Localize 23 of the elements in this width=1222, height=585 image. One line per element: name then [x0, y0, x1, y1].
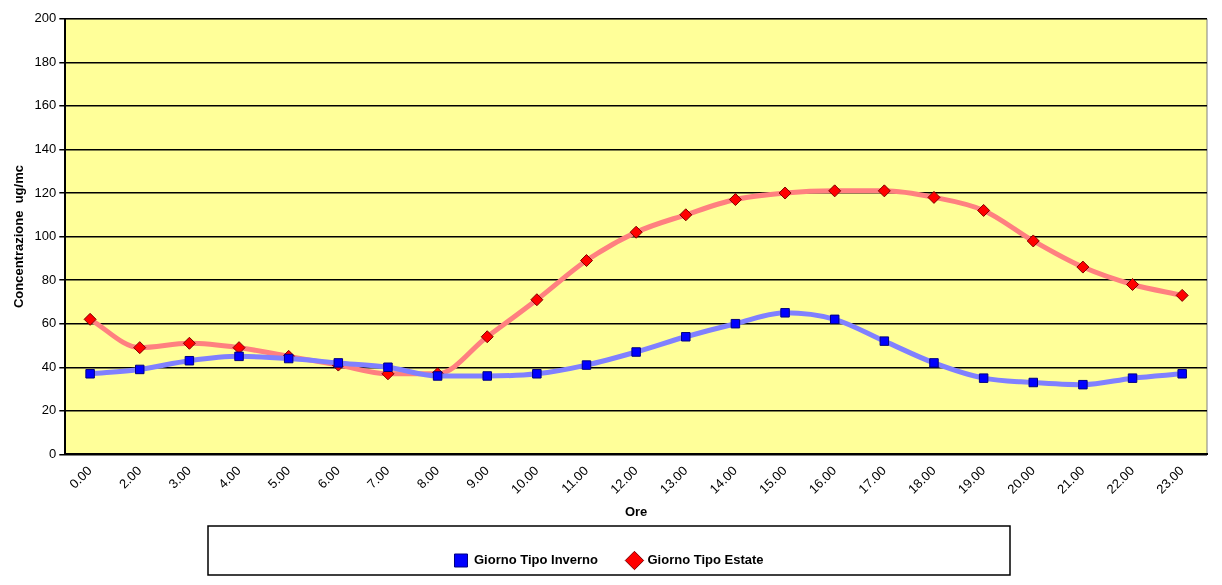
- y-tick-label: 120: [34, 184, 57, 200]
- x-tick-label: 7.00: [364, 462, 393, 492]
- y-tick-label: 180: [34, 53, 57, 69]
- y-axis-title: Concentrazione ug/mc: [11, 165, 27, 309]
- x-tick-label: 6.00: [314, 462, 343, 492]
- y-tick-label: 160: [34, 97, 57, 113]
- x-tick-label: 0.00: [66, 462, 95, 492]
- x-tick-label: 3.00: [165, 462, 195, 492]
- y-tick-label: 40: [41, 358, 57, 374]
- y-tick-label: 100: [34, 228, 57, 244]
- legend-label: Giorno Tipo Inverno: [473, 552, 599, 568]
- y-tick-label: 20: [41, 402, 57, 418]
- legend-label: Giorno Tipo Estate: [647, 552, 764, 568]
- y-tick-label: 200: [34, 10, 57, 26]
- y-tick-label: 0: [49, 445, 57, 461]
- y-tick-label: 140: [34, 141, 57, 157]
- y-tick-label: 80: [41, 271, 57, 287]
- y-tick-label: 60: [41, 315, 57, 331]
- x-tick-label: 5.00: [264, 462, 294, 492]
- x-axis-title: Ore: [624, 503, 648, 519]
- x-tick-label: 4.00: [215, 462, 244, 492]
- x-tick-label: 9.00: [463, 462, 492, 492]
- x-tick-label: 8.00: [413, 462, 443, 492]
